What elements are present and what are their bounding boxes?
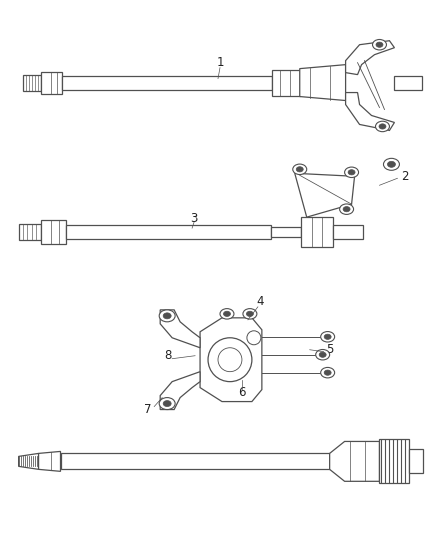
Bar <box>271 227 301 237</box>
Bar <box>395 76 422 90</box>
Bar <box>272 70 300 95</box>
Text: 5: 5 <box>326 343 333 356</box>
Text: 8: 8 <box>165 349 172 362</box>
Ellipse shape <box>163 313 171 319</box>
Ellipse shape <box>324 334 331 340</box>
Bar <box>332 225 363 239</box>
Bar <box>301 217 332 247</box>
Polygon shape <box>19 454 39 470</box>
Polygon shape <box>39 451 60 471</box>
Bar <box>41 220 67 244</box>
Bar <box>63 76 272 90</box>
Ellipse shape <box>348 169 355 175</box>
Ellipse shape <box>296 167 303 172</box>
Ellipse shape <box>208 338 252 382</box>
Ellipse shape <box>159 398 175 409</box>
Bar <box>19 224 41 240</box>
Polygon shape <box>200 318 262 401</box>
Polygon shape <box>346 41 395 75</box>
Ellipse shape <box>243 309 257 319</box>
Bar <box>67 225 271 239</box>
Polygon shape <box>160 310 200 348</box>
Polygon shape <box>300 64 346 101</box>
Ellipse shape <box>247 331 261 345</box>
Bar <box>410 449 424 473</box>
Ellipse shape <box>345 167 359 177</box>
Text: 1: 1 <box>216 56 224 69</box>
Ellipse shape <box>384 158 399 171</box>
Text: 2: 2 <box>401 170 408 183</box>
Polygon shape <box>160 372 200 409</box>
Ellipse shape <box>339 204 353 214</box>
Polygon shape <box>346 93 395 131</box>
Text: 7: 7 <box>145 403 152 416</box>
Ellipse shape <box>324 370 331 375</box>
Ellipse shape <box>316 350 330 360</box>
Ellipse shape <box>223 311 230 317</box>
Bar <box>41 71 63 94</box>
Ellipse shape <box>372 39 386 50</box>
Ellipse shape <box>321 367 335 378</box>
Text: 3: 3 <box>191 212 198 224</box>
Ellipse shape <box>218 348 242 372</box>
Bar <box>379 439 410 483</box>
Ellipse shape <box>163 401 171 407</box>
Ellipse shape <box>321 332 335 342</box>
Ellipse shape <box>319 352 326 357</box>
Ellipse shape <box>375 121 389 132</box>
Ellipse shape <box>379 124 386 129</box>
Bar <box>60 454 330 470</box>
Bar <box>23 75 41 91</box>
Ellipse shape <box>247 311 254 317</box>
Polygon shape <box>330 441 379 481</box>
Text: 4: 4 <box>256 295 264 309</box>
Ellipse shape <box>220 309 234 319</box>
Ellipse shape <box>293 164 307 174</box>
Ellipse shape <box>343 207 350 212</box>
Ellipse shape <box>388 161 396 167</box>
Polygon shape <box>295 173 355 217</box>
Ellipse shape <box>376 42 383 47</box>
Ellipse shape <box>159 310 175 322</box>
Text: 6: 6 <box>238 386 246 399</box>
